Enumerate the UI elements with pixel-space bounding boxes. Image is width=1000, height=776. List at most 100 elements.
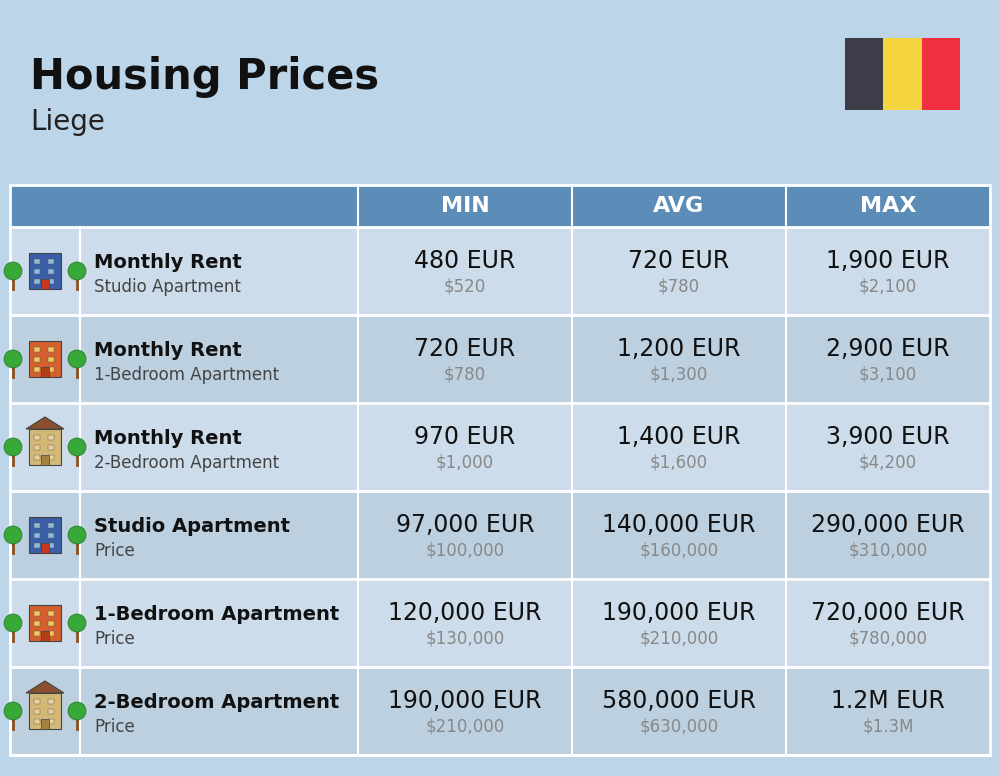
Text: 190,000 EUR: 190,000 EUR xyxy=(388,689,542,713)
Text: 290,000 EUR: 290,000 EUR xyxy=(811,513,965,537)
Text: 3,900 EUR: 3,900 EUR xyxy=(826,425,950,449)
Bar xyxy=(48,357,54,362)
Polygon shape xyxy=(26,417,64,429)
Bar xyxy=(48,455,54,460)
Bar xyxy=(34,367,40,372)
Bar xyxy=(48,259,54,264)
Bar xyxy=(34,621,40,626)
Text: 720 EUR: 720 EUR xyxy=(628,249,730,273)
Text: 970 EUR: 970 EUR xyxy=(414,425,516,449)
Bar xyxy=(34,269,40,274)
Bar xyxy=(10,185,990,755)
Text: $2,100: $2,100 xyxy=(859,278,917,296)
Text: $630,000: $630,000 xyxy=(639,718,719,736)
Text: 480 EUR: 480 EUR xyxy=(414,249,516,273)
Bar xyxy=(34,709,40,714)
Text: $1,300: $1,300 xyxy=(650,366,708,384)
Text: MIN: MIN xyxy=(441,196,489,216)
Text: Price: Price xyxy=(94,630,135,648)
Text: 1-Bedroom Apartment: 1-Bedroom Apartment xyxy=(94,366,279,384)
Text: 2-Bedroom Apartment: 2-Bedroom Apartment xyxy=(94,694,339,712)
Text: $100,000: $100,000 xyxy=(425,542,505,560)
Bar xyxy=(48,719,54,724)
Bar xyxy=(41,543,49,553)
Text: Price: Price xyxy=(94,542,135,560)
Text: $310,000: $310,000 xyxy=(848,542,928,560)
Circle shape xyxy=(68,702,86,720)
Text: Monthly Rent: Monthly Rent xyxy=(94,341,242,361)
Bar xyxy=(34,357,40,362)
Bar xyxy=(48,621,54,626)
Bar xyxy=(41,719,49,729)
Bar xyxy=(48,533,54,538)
Bar xyxy=(10,227,990,315)
Text: $780: $780 xyxy=(658,278,700,296)
Text: 1.2M EUR: 1.2M EUR xyxy=(831,689,945,713)
Bar xyxy=(883,38,922,110)
Text: 140,000 EUR: 140,000 EUR xyxy=(602,513,756,537)
Bar xyxy=(48,631,54,636)
Circle shape xyxy=(4,350,22,368)
Bar xyxy=(34,523,40,528)
Bar xyxy=(41,631,49,641)
Circle shape xyxy=(4,614,22,632)
Circle shape xyxy=(68,614,86,632)
Bar xyxy=(29,341,61,377)
Bar xyxy=(34,347,40,352)
Bar xyxy=(48,611,54,616)
Text: $210,000: $210,000 xyxy=(425,718,505,736)
Circle shape xyxy=(68,438,86,456)
Text: 2,900 EUR: 2,900 EUR xyxy=(826,337,950,361)
Bar xyxy=(29,429,61,465)
Bar xyxy=(48,269,54,274)
Text: AVG: AVG xyxy=(653,196,705,216)
Bar xyxy=(48,435,54,440)
Bar xyxy=(48,699,54,704)
Bar xyxy=(10,185,990,227)
Bar xyxy=(41,279,49,289)
Text: MAX: MAX xyxy=(860,196,916,216)
Bar xyxy=(48,445,54,450)
Bar xyxy=(922,38,960,110)
Circle shape xyxy=(4,702,22,720)
Bar xyxy=(48,367,54,372)
Text: 97,000 EUR: 97,000 EUR xyxy=(396,513,534,537)
Bar xyxy=(29,693,61,729)
Bar xyxy=(34,455,40,460)
Bar xyxy=(48,279,54,284)
Text: 190,000 EUR: 190,000 EUR xyxy=(602,601,756,625)
Text: 120,000 EUR: 120,000 EUR xyxy=(388,601,542,625)
Bar xyxy=(34,699,40,704)
Text: $1,600: $1,600 xyxy=(650,454,708,472)
Bar xyxy=(845,38,883,110)
Bar xyxy=(48,523,54,528)
Bar xyxy=(34,611,40,616)
Bar xyxy=(29,517,61,553)
Text: $780: $780 xyxy=(444,366,486,384)
Bar xyxy=(48,543,54,548)
Text: Housing Prices: Housing Prices xyxy=(30,56,379,98)
Bar xyxy=(34,259,40,264)
Text: Liege: Liege xyxy=(30,108,105,136)
Text: $4,200: $4,200 xyxy=(859,454,917,472)
Bar xyxy=(34,543,40,548)
Text: 580,000 EUR: 580,000 EUR xyxy=(602,689,756,713)
Circle shape xyxy=(68,350,86,368)
Circle shape xyxy=(4,262,22,280)
Bar xyxy=(29,605,61,641)
Text: Price: Price xyxy=(94,718,135,736)
Bar xyxy=(34,445,40,450)
Polygon shape xyxy=(26,681,64,693)
Text: $1,000: $1,000 xyxy=(436,454,494,472)
Bar xyxy=(10,403,990,491)
Bar xyxy=(41,455,49,465)
Circle shape xyxy=(68,262,86,280)
Bar xyxy=(10,667,990,755)
Circle shape xyxy=(4,438,22,456)
Bar xyxy=(48,709,54,714)
Text: $520: $520 xyxy=(444,278,486,296)
Text: 2-Bedroom Apartment: 2-Bedroom Apartment xyxy=(94,454,279,472)
Bar xyxy=(10,315,990,403)
Text: 720 EUR: 720 EUR xyxy=(414,337,516,361)
Bar xyxy=(48,347,54,352)
